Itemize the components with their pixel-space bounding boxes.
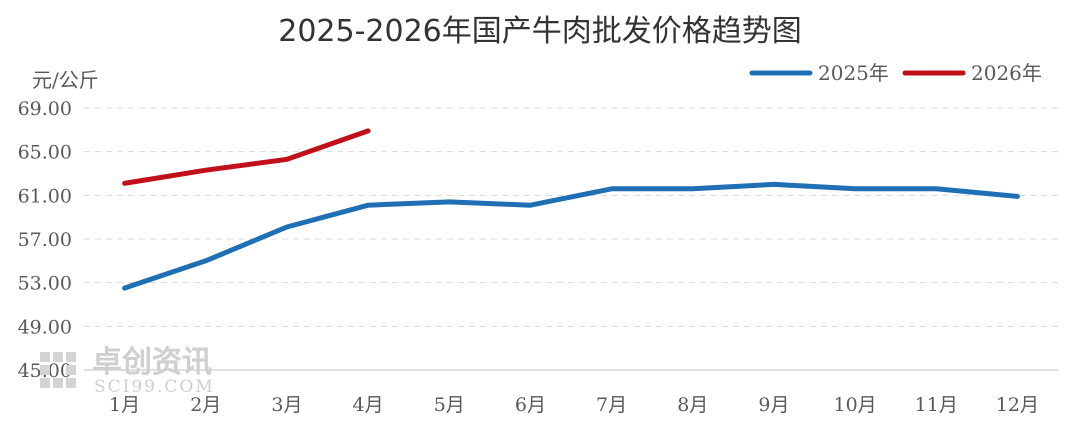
series-lines [122,128,1020,291]
x-tick-label: 7月 [596,394,627,416]
chart-title: 2025-2026年国产牛肉批发价格趋势图 [278,14,802,49]
legend-label: 2025年 [818,61,889,85]
x-tick-label: 10月 [833,394,876,416]
watermark-logo-icon [40,352,76,388]
y-axis-unit: 元/公斤 [32,68,99,92]
legend: 2025年 2026年 [749,61,1042,85]
watermark-brand-cn: 卓创资讯 [92,345,212,380]
gridlines [84,107,1058,371]
x-tick-label: 5月 [434,394,465,416]
y-tick-label: 69.00 [18,98,72,120]
x-tick-label: 4月 [353,394,384,416]
series-line-1 [122,181,1020,291]
y-tick-label: 49.00 [18,316,72,338]
x-tick-label: 6月 [515,394,546,416]
watermark: 卓创资讯 SCI99.COM [40,345,215,397]
x-tick-label: 11月 [915,394,958,416]
y-tick-label: 61.00 [18,185,72,207]
y-tick-label: 57.00 [18,229,72,251]
x-tick-label: 2月 [190,394,221,416]
x-tick-label: 8月 [677,394,708,416]
watermark-brand-en: SCI99.COM [94,377,215,397]
x-tick-label: 9月 [758,394,789,416]
y-tick-label: 53.00 [18,273,72,295]
x-tick-labels: 1月 2月 3月 4月 5月 6月 7月 8月 9月 10月 11月 12月 [109,394,1039,416]
x-tick-label: 1月 [109,394,140,416]
series-line-2 [122,128,371,186]
y-tick-label: 65.00 [18,142,72,164]
legend-label: 2026年 [971,61,1042,85]
x-tick-label: 3月 [271,394,302,416]
x-tick-label: 12月 [996,394,1039,416]
